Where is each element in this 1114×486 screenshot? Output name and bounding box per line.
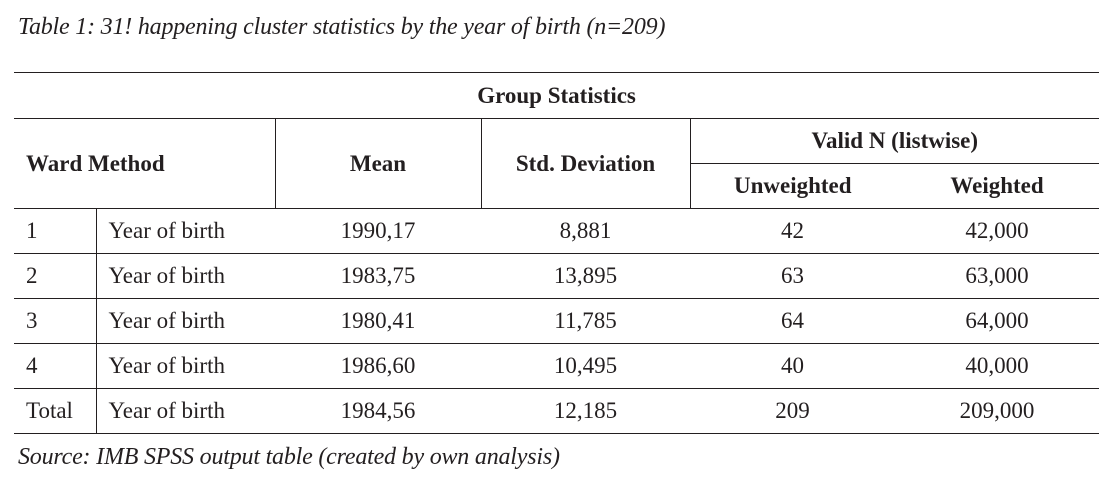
cell-variable: Year of birth [95,388,275,434]
header-row-1: Ward Method Mean Std. Deviation Valid N … [14,118,1100,209]
cell-std: 12,185 [481,388,690,434]
cell-variable: Year of birth [95,298,275,344]
cell-unweighted: 63 [690,253,895,299]
cell-std: 8,881 [481,208,690,254]
cell-cluster: Total [14,388,96,434]
table-title: Group Statistics [14,72,1100,119]
cell-variable: Year of birth [95,253,275,299]
header-std-deviation: Std. Deviation [480,118,690,209]
cell-cluster: 2 [14,253,96,299]
table-row: 1 Year of birth 1990,17 8,881 42 42,000 [14,208,1100,254]
cell-std: 13,895 [481,253,690,299]
table-source-note: Source: IMB SPSS output table (created b… [18,444,560,470]
cell-cluster: 1 [14,208,96,254]
cell-weighted: 64,000 [895,298,1100,344]
cell-weighted: 42,000 [895,208,1100,254]
cell-mean: 1986,60 [275,343,481,389]
cell-cluster: 3 [14,298,96,344]
cell-unweighted: 64 [690,298,895,344]
header-weighted: Weighted [895,163,1100,209]
cell-weighted: 209,000 [895,388,1100,434]
cell-unweighted: 209 [690,388,895,434]
table-caption: Table 1: 31! happening cluster statistic… [18,14,666,40]
cell-weighted: 63,000 [895,253,1100,299]
table-title-row: Group Statistics [14,72,1100,119]
header-unweighted: Unweighted [689,163,895,209]
cell-mean: 1980,41 [275,298,481,344]
cell-unweighted: 40 [690,343,895,389]
header-row-2: Unweighted Weighted [14,163,1100,209]
cell-mean: 1990,17 [275,208,481,254]
cell-variable: Year of birth [95,208,275,254]
cell-weighted: 40,000 [895,343,1100,389]
cell-mean: 1984,56 [275,388,481,434]
group-statistics-title: Group Statistics [477,82,636,108]
header-mean: Mean [274,118,481,209]
cell-cluster: 4 [14,343,96,389]
group-statistics-table: Group Statistics Ward Method Mean Std. D… [14,72,1100,434]
table-row: 2 Year of birth 1983,75 13,895 63 63,000 [14,253,1100,299]
header-ward-method: Ward Method [14,118,275,209]
cell-variable: Year of birth [95,343,275,389]
table-row: 4 Year of birth 1986,60 10,495 40 40,000 [14,343,1100,389]
table-row: 3 Year of birth 1980,41 11,785 64 64,000 [14,298,1100,344]
header-valid-n: Valid N (listwise) [689,118,1100,164]
cell-std: 11,785 [481,298,690,344]
cell-unweighted: 42 [690,208,895,254]
table-row: Total Year of birth 1984,56 12,185 209 2… [14,388,1100,434]
cell-mean: 1983,75 [275,253,481,299]
cell-std: 10,495 [481,343,690,389]
